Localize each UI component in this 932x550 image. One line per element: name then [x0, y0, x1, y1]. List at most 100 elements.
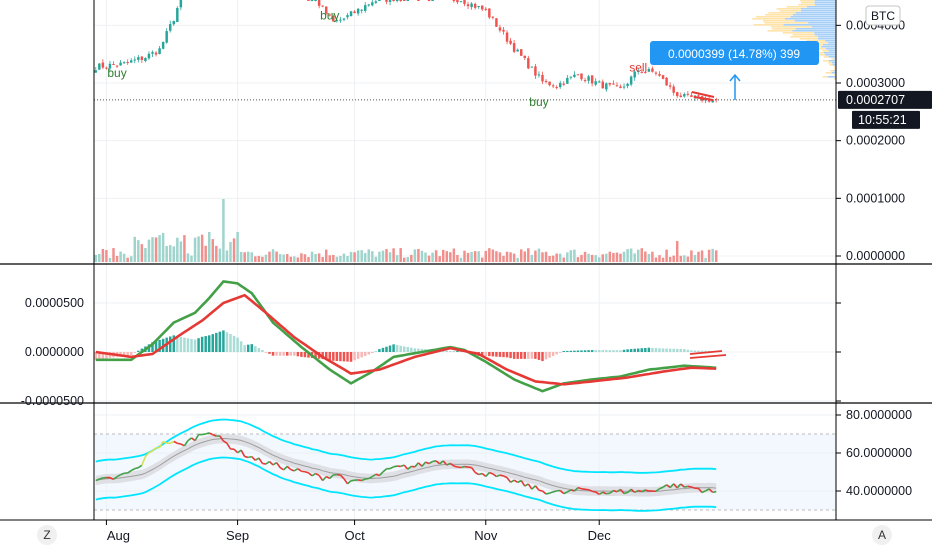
candle-body [576, 74, 580, 76]
rsi-line-segment [116, 473, 121, 478]
volume-profile-bar [764, 22, 809, 24]
zoom-button[interactable]: Z [37, 525, 57, 545]
volume-profile-bar [818, 36, 836, 38]
rsi-line-segment [262, 462, 267, 465]
volume-bar [282, 254, 285, 262]
rsi-line-segment [687, 485, 692, 488]
volume-bar [647, 253, 651, 262]
macd-histogram-bar [488, 352, 491, 357]
macd-histogram-bar [569, 350, 573, 352]
candle-body [98, 63, 101, 70]
macd-histogram-bar [519, 352, 523, 359]
macd-histogram-bar [672, 348, 675, 352]
volume-profile-bar [822, 50, 829, 52]
candle-body [530, 66, 534, 68]
volume-bar [239, 251, 243, 262]
candle-body [590, 75, 594, 84]
macd-histogram-bar [583, 350, 587, 352]
volume-profile-bar [795, 28, 836, 30]
macd-histogram-bar [580, 350, 583, 352]
volume-bar [186, 253, 190, 262]
macd-histogram-bar [675, 348, 679, 352]
macd-histogram-bar [176, 336, 179, 352]
volume-bar [661, 257, 665, 262]
rsi-line-segment [464, 465, 469, 468]
macd-histogram-bar [668, 348, 672, 352]
volume-bar [502, 255, 505, 262]
volume-profile-bar [771, 26, 812, 28]
rsi-line-segment [258, 457, 264, 464]
volume-profile-bar [800, 0, 815, 2]
volume-profile-bar [790, 16, 836, 18]
macd-tick-label: 0.0000500 [25, 296, 84, 310]
volume-bar [456, 254, 459, 262]
volume-bar [640, 248, 644, 262]
rsi-line-segment [485, 472, 490, 477]
volume-bar [693, 254, 697, 262]
candle-body [332, 15, 335, 22]
macd-histogram-bar [243, 345, 246, 352]
volume-bar [622, 251, 626, 262]
candle-body [466, 4, 470, 7]
volume-profile-bar [833, 66, 836, 68]
volume-profile-bar [825, 40, 836, 42]
measure-label-box[interactable] [650, 41, 819, 65]
rsi-line-segment [581, 488, 586, 491]
candle-body [427, 0, 431, 1]
volume-profile-bar [801, 2, 815, 4]
macd-histogram-bar [601, 350, 605, 352]
rsi-line-segment [233, 448, 239, 454]
sell-trend-line [691, 91, 715, 98]
rsi-line-segment [169, 440, 175, 445]
macd-histogram-bar [129, 352, 133, 355]
rsi-bands-indicator [94, 418, 836, 512]
volume-profile-bar [814, 0, 836, 2]
volume-bar [363, 253, 367, 262]
candle-body [137, 57, 140, 60]
rsi-line-segment [268, 460, 274, 466]
auto-scale-button[interactable]: A [872, 525, 892, 545]
rsi-line-segment [272, 461, 278, 466]
macd-histogram-bar [207, 335, 211, 352]
candle-body [523, 55, 527, 59]
candle-body [505, 32, 509, 42]
current-price-label: 0.0002707 [846, 93, 905, 107]
volume-profile-bar [756, 16, 791, 18]
volume-bar [179, 241, 183, 262]
macd-histogram-bar [229, 334, 232, 352]
volume-bar [137, 240, 140, 262]
volume-bar [324, 249, 328, 262]
macd-histogram-bar [445, 350, 449, 352]
macd-histogram-bar [551, 352, 555, 357]
candle-body [697, 95, 700, 97]
macd-histogram-bar [381, 347, 385, 352]
macd-histogram-bar [566, 350, 569, 352]
volume-profile-bar [799, 38, 819, 40]
rsi-line-segment [144, 452, 150, 458]
macd-histogram-bar [608, 350, 612, 352]
macd-histogram-bar [346, 352, 349, 362]
volume-profile-bar [831, 72, 836, 74]
volume-bar [168, 245, 172, 262]
volume-bar [211, 239, 215, 262]
volume-bar [264, 254, 268, 262]
currency-badge[interactable]: BTC [865, 5, 901, 26]
macd-histogram-bar [246, 344, 250, 352]
macd-histogram-bar [523, 352, 527, 359]
volume-bar [452, 248, 456, 262]
chart-axes [0, 0, 932, 525]
candle-body [583, 80, 587, 82]
price-tick-label: 0.0001000 [846, 191, 905, 205]
macd-histogram-bar [186, 338, 190, 352]
candle-body [328, 14, 332, 16]
volume-bar [381, 250, 385, 262]
rsi-line-segment [194, 434, 200, 442]
volume-profile-bar [829, 64, 833, 66]
volume-profile-bar [817, 48, 826, 50]
price-measure-tool[interactable]: 0.0000399 (14.78%) 399 [650, 41, 819, 100]
volume-bar [431, 252, 434, 262]
candle-body [558, 83, 562, 88]
candle-body [633, 71, 636, 78]
rsi-line-segment [634, 489, 639, 494]
